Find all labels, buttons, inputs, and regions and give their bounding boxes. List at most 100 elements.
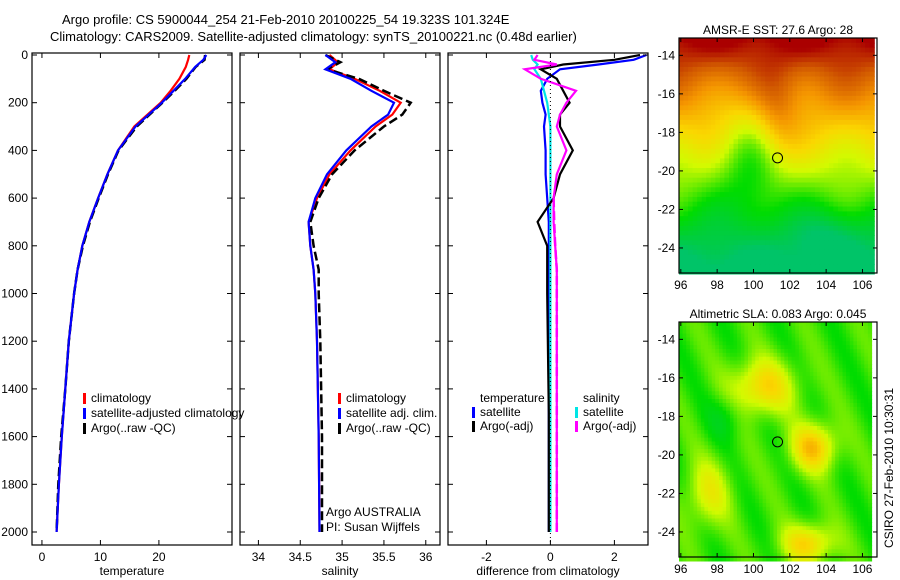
heatmap-cell bbox=[726, 410, 731, 416]
heatmap-cell bbox=[737, 483, 742, 489]
heatmap-cell bbox=[715, 71, 721, 78]
heatmap-cell bbox=[740, 345, 745, 350]
heatmap-cell bbox=[809, 372, 814, 377]
heatmap-cell bbox=[806, 129, 812, 135]
heatmap-cell bbox=[706, 211, 712, 217]
heatmap-cell bbox=[701, 211, 707, 217]
heatmap-cell bbox=[851, 196, 857, 203]
heatmap-cell bbox=[860, 52, 866, 58]
heatmap-cell bbox=[697, 192, 703, 198]
heatmap-cell bbox=[697, 269, 703, 275]
heatmap-cell bbox=[851, 211, 857, 217]
heatmap-cell bbox=[719, 134, 725, 140]
heatmap-cell bbox=[715, 441, 720, 446]
heatmap-cell bbox=[809, 437, 814, 443]
heatmap-cell bbox=[831, 553, 836, 558]
heatmap-cell bbox=[856, 139, 862, 145]
heatmap-cell bbox=[828, 514, 833, 520]
heatmap-cell bbox=[748, 422, 753, 427]
heatmap-cell bbox=[788, 522, 793, 527]
heatmap-cell bbox=[792, 211, 798, 217]
heatmap-cell bbox=[724, 110, 730, 116]
heatmap-cell bbox=[726, 499, 731, 504]
heatmap-cell bbox=[865, 240, 871, 246]
y-tick-label: -18 bbox=[658, 125, 676, 139]
heatmap-cell bbox=[692, 259, 698, 265]
y-tick-label: 200 bbox=[8, 96, 28, 110]
heatmap-cell bbox=[806, 506, 811, 512]
heatmap-cell bbox=[819, 201, 825, 208]
heatmap-cell bbox=[813, 453, 818, 458]
heatmap-cell bbox=[828, 352, 833, 358]
heatmap-cell bbox=[788, 352, 793, 358]
heatmap-cell bbox=[788, 163, 794, 169]
heatmap-cell bbox=[686, 476, 691, 481]
heatmap-cell bbox=[729, 349, 735, 354]
heatmap-cell bbox=[708, 472, 713, 477]
heatmap-cell bbox=[817, 426, 822, 431]
heatmap-cell bbox=[815, 240, 821, 246]
heatmap-cell bbox=[769, 483, 774, 489]
heatmap-cell bbox=[747, 196, 753, 203]
heatmap-cell bbox=[729, 429, 735, 435]
heatmap-cell bbox=[783, 269, 789, 275]
heatmap-cell bbox=[806, 510, 811, 516]
heatmap-cell bbox=[801, 66, 807, 73]
heatmap-cell bbox=[751, 325, 756, 331]
heatmap-cell bbox=[769, 192, 775, 198]
heatmap-cell bbox=[755, 337, 760, 342]
heatmap-cell bbox=[773, 433, 778, 439]
heatmap-cell bbox=[724, 91, 730, 97]
heatmap-cell bbox=[697, 325, 702, 331]
heatmap-cell bbox=[809, 476, 814, 481]
heatmap-cell bbox=[719, 76, 725, 82]
heatmap-cell bbox=[778, 105, 784, 111]
heatmap-cell bbox=[697, 352, 702, 358]
heatmap-cell bbox=[704, 518, 709, 523]
heatmap-cell bbox=[833, 168, 839, 174]
heatmap-cell bbox=[806, 410, 811, 416]
heatmap-cell bbox=[706, 163, 712, 169]
heatmap-cell bbox=[802, 464, 807, 469]
heatmap-cell bbox=[869, 230, 875, 236]
heatmap-cell bbox=[810, 153, 816, 159]
heatmap-cell bbox=[751, 177, 757, 184]
heatmap-cell bbox=[788, 487, 793, 493]
heatmap-cell bbox=[833, 187, 839, 193]
heatmap-cell bbox=[802, 495, 807, 500]
heatmap-cell bbox=[819, 216, 825, 222]
heatmap-cell bbox=[724, 254, 730, 261]
heatmap-cell bbox=[769, 206, 775, 212]
heatmap-cell bbox=[679, 221, 685, 227]
heatmap-cell bbox=[820, 437, 825, 443]
heatmap-cell bbox=[806, 177, 812, 184]
heatmap-cell bbox=[784, 429, 789, 435]
heatmap-cell bbox=[792, 192, 798, 198]
heatmap-cell bbox=[842, 71, 848, 78]
heatmap-cell bbox=[828, 163, 834, 169]
heatmap-cell bbox=[740, 352, 745, 358]
heatmap-cell bbox=[784, 510, 789, 516]
heatmap-cell bbox=[706, 52, 712, 58]
heatmap-cell bbox=[744, 545, 749, 550]
heatmap-cell bbox=[824, 52, 830, 58]
heatmap-cell bbox=[755, 449, 760, 454]
heatmap-cell bbox=[865, 172, 871, 179]
heatmap-cell bbox=[802, 329, 807, 335]
heatmap-cell bbox=[820, 487, 825, 493]
heatmap-cell bbox=[740, 453, 745, 458]
heatmap-cell bbox=[762, 372, 767, 377]
heatmap-cell bbox=[751, 402, 756, 408]
heatmap-cell bbox=[851, 221, 857, 227]
heatmap-cell bbox=[719, 38, 725, 44]
heatmap-cell bbox=[760, 105, 766, 111]
heatmap-cell bbox=[737, 352, 742, 358]
heatmap-cell bbox=[766, 483, 771, 489]
heatmap-cell bbox=[817, 391, 822, 396]
heatmap-cell bbox=[824, 38, 830, 44]
heatmap-cell bbox=[856, 81, 862, 87]
heatmap-cell bbox=[813, 418, 818, 423]
heatmap-cell bbox=[797, 158, 803, 164]
heatmap-cell bbox=[744, 445, 749, 450]
heatmap-cell bbox=[711, 557, 716, 562]
